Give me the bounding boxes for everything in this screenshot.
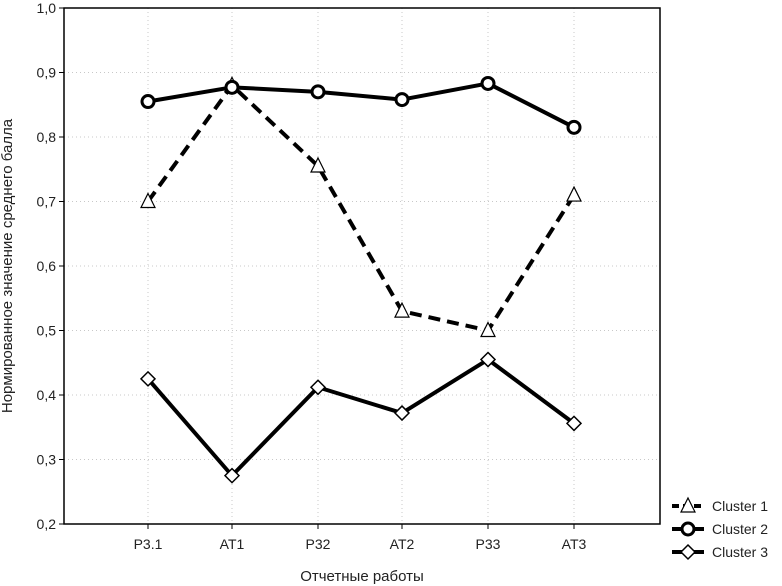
series-group <box>139 75 583 484</box>
data-point <box>480 321 496 338</box>
legend-marker <box>680 496 696 513</box>
legend-item: Cluster 1 <box>672 496 768 514</box>
y-tick-label: 0,9 <box>37 65 57 81</box>
legend-marker <box>679 543 697 561</box>
x-tick-label: AT1 <box>220 536 245 552</box>
grid-lines <box>64 8 660 524</box>
series-2 <box>140 75 582 135</box>
data-point <box>310 156 326 173</box>
x-axis-title: Отчетные работы <box>300 568 424 585</box>
legend-label: Cluster 2 <box>712 521 768 537</box>
x-tick-label: P32 <box>306 536 331 552</box>
x-axis: P3.1 AT1 P32 AT2 P33 AT3 <box>134 524 587 552</box>
x-tick-label: AT2 <box>390 536 415 552</box>
y-tick-label: 0,5 <box>37 323 57 339</box>
y-tick-label: 0,7 <box>37 194 57 210</box>
y-tick-label: 0,4 <box>37 387 57 403</box>
data-point <box>224 79 240 95</box>
data-point <box>565 415 583 432</box>
data-point <box>394 92 410 108</box>
series-line <box>147 81 575 130</box>
series-line <box>146 357 576 478</box>
y-tick-label: 0,3 <box>37 452 57 468</box>
data-point <box>479 351 497 368</box>
x-tick-label: P3.1 <box>134 536 163 552</box>
data-point <box>140 94 156 110</box>
plot-frame <box>63 7 661 525</box>
x-tick-label: P33 <box>476 536 501 552</box>
y-axis-title: Нормированное значение среднего балла <box>0 118 16 413</box>
data-point <box>566 185 582 202</box>
data-point <box>139 370 157 387</box>
y-tick-label: 0,2 <box>37 516 57 532</box>
legend-item: Cluster 3 <box>672 543 768 561</box>
legend-item: Cluster 2 <box>672 521 768 537</box>
y-tick-label: 0,6 <box>37 258 57 274</box>
series-line <box>146 83 576 333</box>
x-tick-label: AT3 <box>562 536 587 552</box>
data-point <box>566 119 582 135</box>
series-3 <box>139 351 583 484</box>
legend: Cluster 1 Cluster 2 Cluster 3 <box>672 496 768 561</box>
legend-marker <box>680 521 696 537</box>
series-1 <box>140 76 582 338</box>
data-point <box>480 75 496 91</box>
y-tick-label: 1,0 <box>37 0 57 16</box>
legend-label: Cluster 1 <box>712 498 768 514</box>
data-point <box>310 84 326 100</box>
y-axis: 0,2 0,3 0,4 0,5 0,6 0,7 0,8 0,9 1,0 <box>37 0 64 532</box>
legend-label: Cluster 3 <box>712 544 768 560</box>
data-point <box>393 404 411 422</box>
y-tick-label: 0,8 <box>37 129 57 145</box>
data-point <box>140 192 156 209</box>
data-point <box>223 467 241 484</box>
data-point <box>394 301 410 318</box>
data-point <box>309 379 327 396</box>
